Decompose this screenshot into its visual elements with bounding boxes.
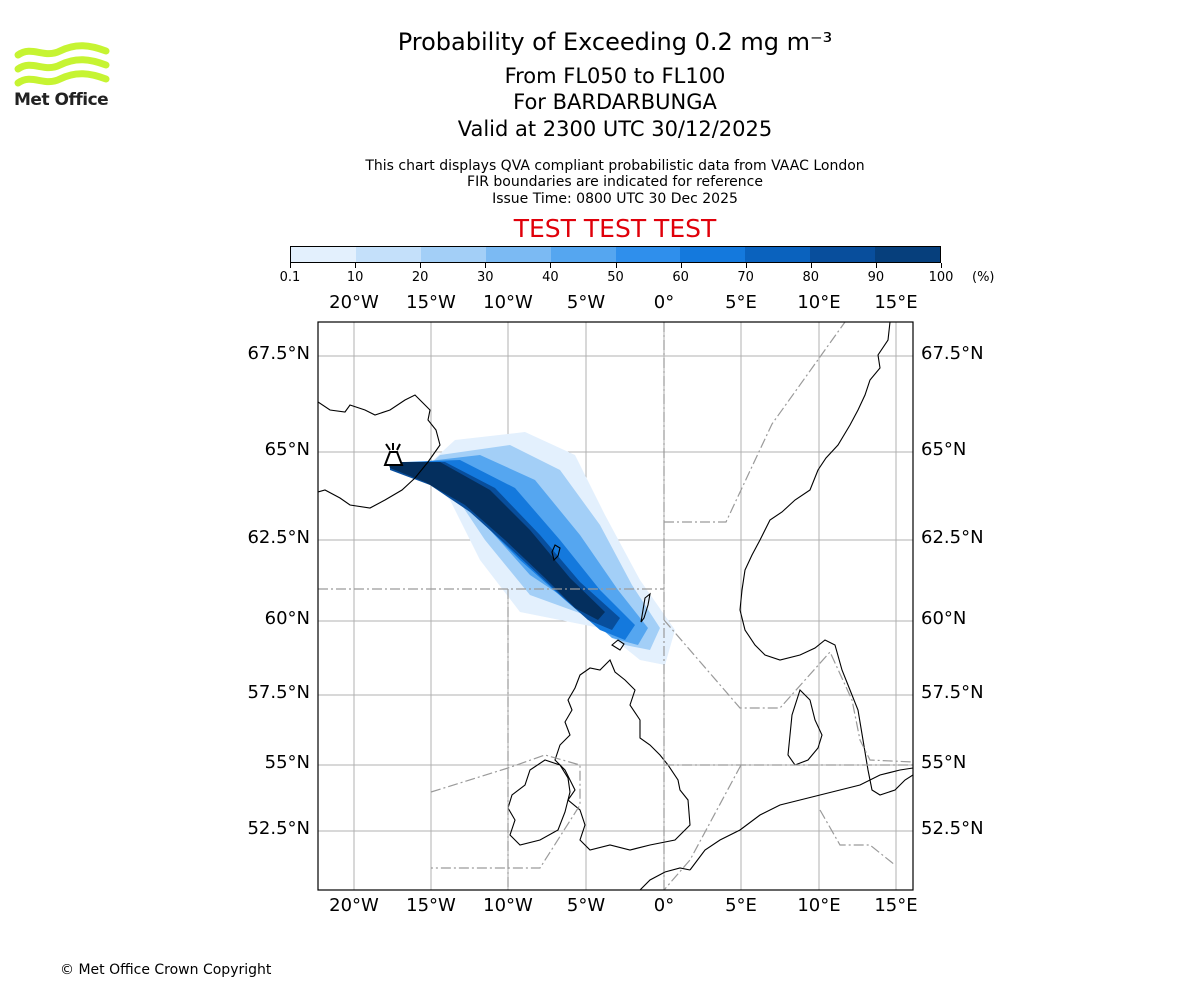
latitude-label: 55°N bbox=[921, 752, 967, 773]
test-banner: TEST TEST TEST bbox=[513, 214, 717, 243]
colorbar-tick-mark bbox=[615, 263, 617, 268]
longitude-label: 15°W bbox=[406, 895, 456, 916]
colorbar-segment bbox=[875, 247, 941, 262]
colorbar-tick-label: 30 bbox=[477, 270, 494, 285]
flight-level-range: From FL050 to FL100 bbox=[504, 64, 726, 88]
colorbar-tick-label: 100 bbox=[928, 270, 954, 285]
longitude-label: 0° bbox=[653, 895, 675, 916]
colorbar-segment bbox=[291, 247, 356, 262]
latitude-label: 65°N bbox=[264, 439, 310, 460]
latitude-label: 67.5°N bbox=[921, 343, 984, 364]
copyright-notice: © Met Office Crown Copyright bbox=[60, 962, 272, 978]
colorbar-tick-label: 70 bbox=[737, 270, 754, 285]
longitude-label: 15°E bbox=[874, 292, 918, 313]
colorbar-tick-mark bbox=[550, 263, 552, 268]
data-source-note: This chart displays QVA compliant probab… bbox=[365, 158, 865, 174]
colorbar-tick-label: 60 bbox=[672, 270, 689, 285]
colorbar-tick-mark bbox=[680, 263, 682, 268]
longitude-label: 10°E bbox=[797, 292, 841, 313]
colorbar-tick-label: 80 bbox=[802, 270, 820, 285]
longitude-label: 10°E bbox=[797, 895, 841, 916]
latitude-label: 55°N bbox=[264, 752, 310, 773]
coastlines bbox=[318, 322, 913, 890]
colorbar-segment bbox=[550, 247, 616, 262]
fir-note: FIR boundaries are indicated for referen… bbox=[467, 174, 763, 190]
volcano-marker-icon bbox=[383, 443, 404, 466]
longitude-label: 5°E bbox=[725, 292, 757, 313]
colorbar-tick-mark bbox=[355, 263, 357, 268]
latitude-label: 60°N bbox=[264, 608, 310, 629]
colorbar-tick-label: 10 bbox=[346, 270, 364, 285]
colorbar-segment bbox=[355, 247, 421, 262]
longitude-label: 10°W bbox=[483, 895, 533, 916]
colorbar-segment bbox=[420, 247, 486, 262]
colorbar-unit: (%) bbox=[972, 270, 995, 285]
longitude-label: 5°W bbox=[566, 292, 606, 313]
latitude-label: 60°N bbox=[921, 608, 967, 629]
longitude-label: 15°W bbox=[406, 292, 456, 313]
latitude-label: 62.5°N bbox=[921, 527, 984, 548]
colorbar-tick-mark bbox=[420, 263, 422, 268]
colorbar-tick-mark bbox=[745, 263, 747, 268]
fir-boundaries bbox=[318, 322, 913, 890]
met-office-logo bbox=[14, 42, 110, 87]
colorbar-tick-mark bbox=[941, 263, 942, 268]
colorbar-tick-label: 0.1 bbox=[279, 270, 301, 285]
colorbar-segment bbox=[615, 247, 681, 262]
valid-time: Valid at 2300 UTC 30/12/2025 bbox=[457, 117, 773, 141]
colorbar-tick-mark bbox=[485, 263, 487, 268]
longitude-label: 15°E bbox=[874, 895, 918, 916]
latitude-label: 67.5°N bbox=[247, 343, 310, 364]
colorbar-tick-label: 20 bbox=[411, 270, 429, 285]
latitude-label: 52.5°N bbox=[921, 818, 984, 839]
latitude-label: 52.5°N bbox=[247, 818, 310, 839]
longitude-label: 5°E bbox=[725, 895, 757, 916]
colorbar-tick-label: 50 bbox=[607, 270, 624, 285]
ash-plume bbox=[388, 432, 675, 665]
colorbar-tick-mark bbox=[810, 263, 812, 268]
longitude-label: 5°W bbox=[566, 895, 606, 916]
latitude-label: 57.5°N bbox=[921, 682, 984, 703]
colorbar-segment bbox=[680, 247, 746, 262]
colorbar-segment bbox=[810, 247, 876, 262]
logo-wordmark: Met Office bbox=[14, 90, 109, 110]
issue-time: Issue Time: 0800 UTC 30 Dec 2025 bbox=[492, 191, 738, 207]
colorbar-segment bbox=[745, 247, 811, 262]
colorbar-tick-mark bbox=[875, 263, 877, 268]
longitude-label: 20°W bbox=[329, 292, 379, 313]
colorbar-tick-label: 90 bbox=[867, 270, 885, 285]
colorbar-segment bbox=[485, 247, 551, 262]
longitude-label: 10°W bbox=[483, 292, 533, 313]
latitude-label: 62.5°N bbox=[247, 527, 310, 548]
colorbar-tick-label: 40 bbox=[542, 270, 559, 285]
latitude-label: 57.5°N bbox=[247, 682, 310, 703]
longitude-label: 20°W bbox=[329, 895, 379, 916]
longitude-label: 0° bbox=[653, 292, 675, 313]
colorbar-tick-mark bbox=[290, 263, 291, 268]
volcano-name: For BARDARBUNGA bbox=[513, 90, 717, 114]
probability-colorbar bbox=[290, 246, 941, 263]
chart-title: Probability of Exceeding 0.2 mg m⁻³ bbox=[397, 28, 833, 56]
latitude-label: 65°N bbox=[921, 439, 967, 460]
